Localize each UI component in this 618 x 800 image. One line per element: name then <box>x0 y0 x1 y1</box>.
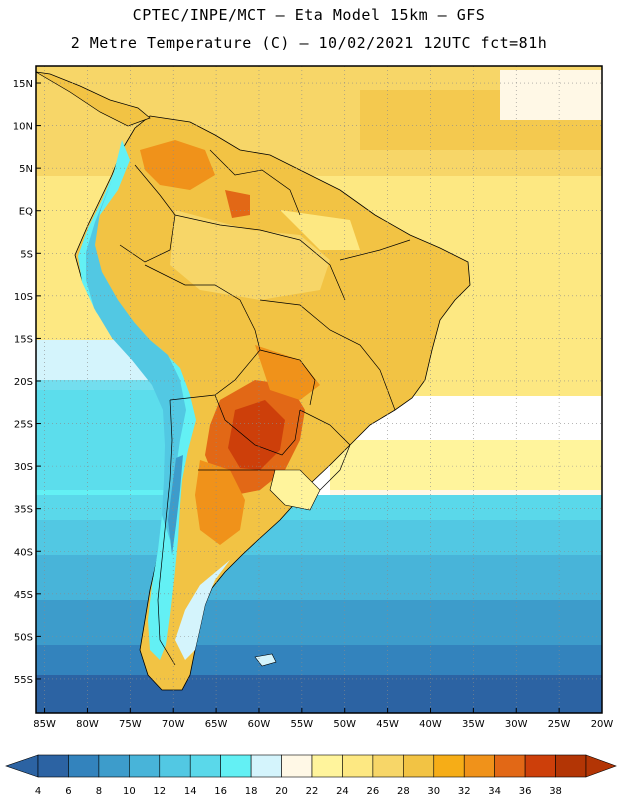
colorbar-label: 28 <box>397 786 410 797</box>
lat-tick-label: 10S <box>14 292 33 303</box>
lon-tick-label: 35W <box>462 719 485 730</box>
colorbar-label: 34 <box>488 786 501 797</box>
lat-tick-label: 50S <box>14 632 33 643</box>
colorbar-swatch <box>372 754 404 778</box>
colorbar-label: 26 <box>367 786 380 797</box>
lon-tick-label: 55W <box>291 719 314 730</box>
colorbar: 4 6 8 10 12 14 16 18 20 22 24 26 28 30 32 34 36 38 <box>5 754 617 797</box>
lon-tick-label: 45W <box>376 719 399 730</box>
colorbar-label: 18 <box>245 786 258 797</box>
colorbar-label: 36 <box>519 786 532 797</box>
chart-title-line1: CPTEC/INPE/MCT — Eta Model 15km — GFS <box>132 6 486 24</box>
colorbar-swatch <box>342 754 374 778</box>
colorbar-label: 16 <box>214 786 227 797</box>
colorbar-label: 22 <box>306 786 319 797</box>
colorbar-arrow-low <box>5 754 39 778</box>
lon-tick-label: 65W <box>205 719 228 730</box>
lat-tick-label: 45S <box>14 590 33 601</box>
lat-tick-label: 55S <box>14 675 33 686</box>
map-axes: 15N 10N 5N EQ 5S 10S 15S 20S 25S 30S 35S 40S 45S 50S 5… <box>13 79 614 730</box>
lon-tick-label: 50W <box>333 719 356 730</box>
lat-tick-label: 15S <box>14 334 33 345</box>
lon-tick-label: 25W <box>548 719 571 730</box>
lat-tick-label: 40S <box>14 547 33 558</box>
lon-tick-label: 75W <box>119 719 142 730</box>
lat-tick-label: 35S <box>14 505 33 516</box>
colorbar-label: 4 <box>35 786 41 797</box>
colorbar-swatch <box>433 754 465 778</box>
colorbar-swatch <box>403 754 435 778</box>
colorbar-label: 20 <box>275 786 288 797</box>
colorbar-label: 12 <box>153 786 166 797</box>
lon-tick-label: 60W <box>248 719 271 730</box>
temperature-field <box>36 66 602 713</box>
colorbar-swatch <box>524 754 556 778</box>
colorbar-swatch <box>68 754 100 778</box>
colorbar-label: 14 <box>184 786 197 797</box>
colorbar-swatch <box>281 754 313 778</box>
colorbar-swatch <box>220 754 252 778</box>
colorbar-label: 32 <box>458 786 471 797</box>
colorbar-swatch <box>555 754 587 778</box>
lon-tick-label: 20W <box>591 719 614 730</box>
lon-tick-label: 70W <box>162 719 185 730</box>
colorbar-label: 38 <box>549 786 562 797</box>
lat-tick-label: 10N <box>13 122 33 133</box>
colorbar-swatch <box>494 754 526 778</box>
colorbar-label: 10 <box>123 786 136 797</box>
country-borders <box>119 149 411 666</box>
colorbar-arrow-high <box>585 754 617 778</box>
lon-tick-label: 80W <box>76 719 99 730</box>
lat-tick-label: EQ <box>19 207 33 218</box>
colorbar-swatch <box>311 754 343 778</box>
lat-tick-label: 5S <box>20 249 33 260</box>
colorbar-swatch <box>463 754 495 778</box>
map-frame <box>35 65 603 714</box>
colorbar-label: 6 <box>65 786 71 797</box>
colorbar-swatch <box>159 754 191 778</box>
lat-tick-label: 5N <box>19 164 33 175</box>
lat-tick-label: 15N <box>13 79 33 90</box>
colorbar-swatch <box>250 754 282 778</box>
lat-tick-label: 20S <box>14 377 33 388</box>
colorbar-swatch <box>37 754 69 778</box>
chart-title-line2: 2 Metre Temperature (C) — 10/02/2021 12U… <box>70 34 548 52</box>
colorbar-swatch <box>129 754 161 778</box>
lat-tick-label: 30S <box>14 462 33 473</box>
colorbar-swatch <box>189 754 221 778</box>
lon-tick-label: 30W <box>505 719 528 730</box>
lat-tick-label: 25S <box>14 420 33 431</box>
lon-tick-label: 40W <box>419 719 442 730</box>
lon-tick-label: 85W <box>33 719 56 730</box>
colorbar-label: 24 <box>336 786 349 797</box>
colorbar-label: 30 <box>427 786 440 797</box>
colorbar-swatch <box>98 754 130 778</box>
colorbar-label: 8 <box>96 786 102 797</box>
